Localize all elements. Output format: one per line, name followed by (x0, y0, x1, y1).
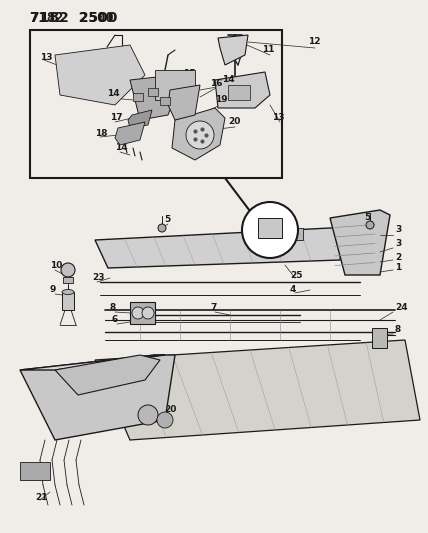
Text: 24: 24 (395, 303, 407, 312)
Text: 10: 10 (50, 261, 62, 270)
Text: 25: 25 (290, 271, 303, 279)
Bar (62, 292, 74, 310)
Text: 13: 13 (272, 114, 285, 123)
Bar (228, 85, 250, 100)
Text: 7182  2500: 7182 2500 (30, 11, 114, 25)
Ellipse shape (62, 289, 74, 295)
Circle shape (242, 202, 298, 258)
Circle shape (142, 307, 154, 319)
Circle shape (61, 263, 75, 277)
Text: 14: 14 (107, 88, 119, 98)
Circle shape (138, 405, 158, 425)
Polygon shape (95, 228, 345, 268)
Text: 20: 20 (228, 117, 241, 126)
Bar (63, 277, 73, 283)
Text: 19: 19 (215, 95, 228, 104)
Bar (285, 228, 303, 240)
Text: 11: 11 (262, 45, 274, 54)
Circle shape (186, 121, 214, 149)
Bar (155, 70, 195, 100)
Polygon shape (20, 355, 165, 370)
Text: 14: 14 (222, 76, 235, 85)
Text: 22: 22 (261, 208, 273, 217)
Polygon shape (168, 85, 200, 120)
Bar (20, 462, 50, 480)
Bar (130, 302, 155, 324)
Text: 7182  2500: 7182 2500 (30, 11, 117, 25)
Text: 4: 4 (290, 286, 296, 295)
Text: 3: 3 (395, 225, 401, 235)
Polygon shape (55, 355, 160, 395)
Bar (258, 218, 282, 238)
Text: 23: 23 (92, 273, 104, 282)
Text: 3: 3 (395, 238, 401, 247)
Circle shape (366, 221, 374, 229)
Text: 8: 8 (395, 326, 401, 335)
Text: 12: 12 (308, 37, 321, 46)
Text: 5: 5 (364, 214, 370, 222)
Text: 6: 6 (112, 316, 118, 325)
Bar (133, 93, 143, 101)
Polygon shape (172, 108, 225, 160)
Text: 1: 1 (395, 263, 401, 272)
Circle shape (132, 307, 144, 319)
Text: 9: 9 (50, 286, 56, 295)
Text: 21: 21 (35, 494, 48, 503)
Text: 5: 5 (164, 215, 170, 224)
Polygon shape (330, 210, 390, 275)
Text: 8: 8 (110, 303, 116, 312)
Text: 18: 18 (95, 128, 107, 138)
Polygon shape (218, 35, 248, 65)
Polygon shape (115, 122, 145, 145)
Bar (148, 88, 158, 96)
Polygon shape (95, 340, 420, 440)
Text: 7: 7 (210, 303, 217, 312)
Polygon shape (128, 110, 152, 128)
Polygon shape (55, 45, 145, 105)
Polygon shape (20, 355, 175, 440)
Circle shape (158, 224, 166, 232)
Polygon shape (130, 75, 178, 120)
Text: 20: 20 (164, 406, 176, 415)
Text: 2: 2 (395, 254, 401, 262)
Text: 17: 17 (110, 114, 123, 123)
Text: 14: 14 (115, 143, 128, 152)
Text: 15: 15 (183, 69, 196, 77)
Bar (372, 328, 387, 348)
Bar (160, 97, 170, 105)
Text: 16: 16 (210, 78, 223, 87)
Text: 13: 13 (40, 52, 53, 61)
Polygon shape (215, 72, 270, 108)
Circle shape (157, 412, 173, 428)
